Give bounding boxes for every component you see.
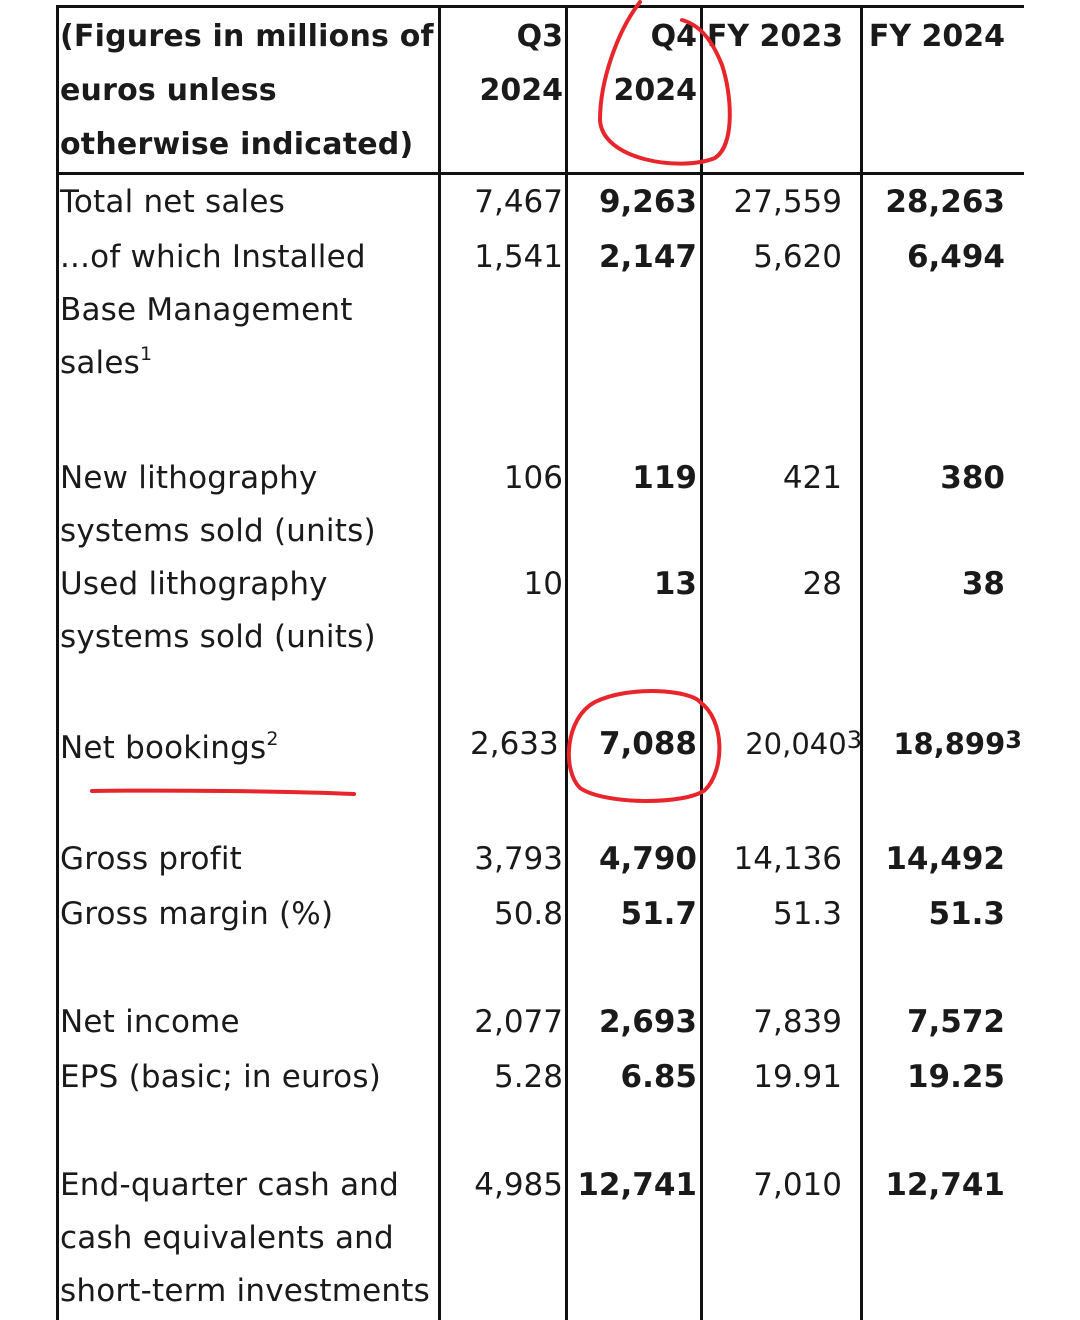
cell-fy24: 6,494 — [906, 239, 1005, 275]
cell-fy24: 18,8993 — [893, 726, 1022, 761]
cell-q3: 5.28 — [493, 1059, 563, 1095]
cell-fy23: 19.91 — [753, 1059, 842, 1095]
row-label-new-litho: New lithography systems sold (units) — [60, 460, 376, 549]
row-label-gross-margin: Gross margin (%) — [60, 896, 334, 932]
cell-q4: 13 — [653, 566, 697, 602]
grid-line-header-bottom — [56, 172, 1024, 175]
grid-line-left — [56, 6, 59, 1320]
row-label-ibm-sales: ...of which Installed Base Management sa… — [60, 239, 366, 381]
cell-q4: 7,088 — [598, 726, 697, 762]
header-q4-2024: Q4 2024 — [613, 19, 698, 108]
footnote-marker: 3 — [1005, 726, 1022, 754]
header-fy-2024: FY 2024 — [868, 19, 1005, 54]
row-label-eps: EPS (basic; in euros) — [60, 1059, 381, 1095]
cell-fy24: 14,492 — [885, 841, 1005, 877]
cell-fy23: 7,839 — [753, 1004, 842, 1040]
cell-q3: 106 — [503, 460, 563, 496]
cell-fy23: 5,620 — [753, 239, 842, 275]
header-label-line: euros unless — [60, 73, 277, 108]
grid-line-col3 — [700, 6, 703, 1320]
cell-q4: 4,790 — [598, 841, 697, 877]
cell-fy23: 28 — [802, 566, 842, 602]
row-label-total-net-sales: Total net sales — [60, 184, 285, 220]
cell-q4: 2,147 — [598, 239, 697, 275]
row-label-cash: End-quarter cash and cash equivalents an… — [60, 1167, 430, 1309]
cell-fy23: 14,136 — [733, 841, 842, 877]
header-q3-2024: Q3 2024 — [479, 19, 564, 108]
cell-q4: 2,693 — [598, 1004, 697, 1040]
footnote-marker: 2 — [266, 727, 279, 750]
underline-net-bookings — [90, 788, 356, 796]
cell-q4: 119 — [632, 460, 697, 496]
footnote-marker: 3 — [846, 726, 862, 754]
cell-q4: 6.85 — [620, 1059, 698, 1095]
cell-q3: 1,541 — [474, 239, 563, 275]
cell-fy23: 51.3 — [772, 896, 842, 932]
cell-fy23: 20,0403 — [745, 726, 862, 761]
cell-fy24: 380 — [940, 460, 1005, 496]
cell-q3: 50.8 — [493, 896, 563, 932]
cell-q3: 7,467 — [474, 184, 563, 220]
cell-q3: 2,077 — [474, 1004, 563, 1040]
cell-q3: 3,793 — [474, 841, 563, 877]
header-label: (Figures in millions of euros unless oth… — [60, 10, 435, 172]
cell-q3: 4,985 — [474, 1167, 563, 1203]
cell-fy24: 28,263 — [885, 184, 1005, 220]
cell-q3: 2,633 — [470, 726, 559, 762]
header-fy-2023: FY 2023 — [706, 19, 843, 54]
header-label-line: otherwise indicated) — [60, 127, 414, 162]
header-label-line: (Figures in millions of — [60, 19, 434, 54]
grid-line-top — [56, 5, 1024, 8]
cell-q4: 51.7 — [620, 896, 698, 932]
row-label-gross-profit: Gross profit — [60, 841, 242, 877]
cell-fy24: 12,741 — [885, 1167, 1005, 1203]
cell-fy23: 7,010 — [753, 1167, 842, 1203]
footnote-marker: 1 — [139, 342, 153, 365]
cell-fy23: 421 — [782, 460, 842, 496]
grid-line-col1 — [438, 6, 441, 1320]
cell-fy24: 38 — [961, 566, 1005, 602]
cell-fy24: 19.25 — [906, 1059, 1005, 1095]
grid-line-col4 — [860, 6, 863, 1320]
cell-q4: 12,741 — [577, 1167, 697, 1203]
cell-q3: 10 — [523, 566, 563, 602]
row-label-net-income: Net income — [60, 1004, 240, 1040]
row-label-net-bookings: Net bookings2 — [60, 727, 279, 766]
cell-fy24: 51.3 — [928, 896, 1006, 932]
row-label-used-litho: Used lithography systems sold (units) — [60, 566, 376, 655]
cell-q4: 9,263 — [598, 184, 697, 220]
grid-line-col2 — [565, 6, 568, 1320]
cell-fy23: 27,559 — [733, 184, 842, 220]
cell-fy24: 7,572 — [906, 1004, 1005, 1040]
